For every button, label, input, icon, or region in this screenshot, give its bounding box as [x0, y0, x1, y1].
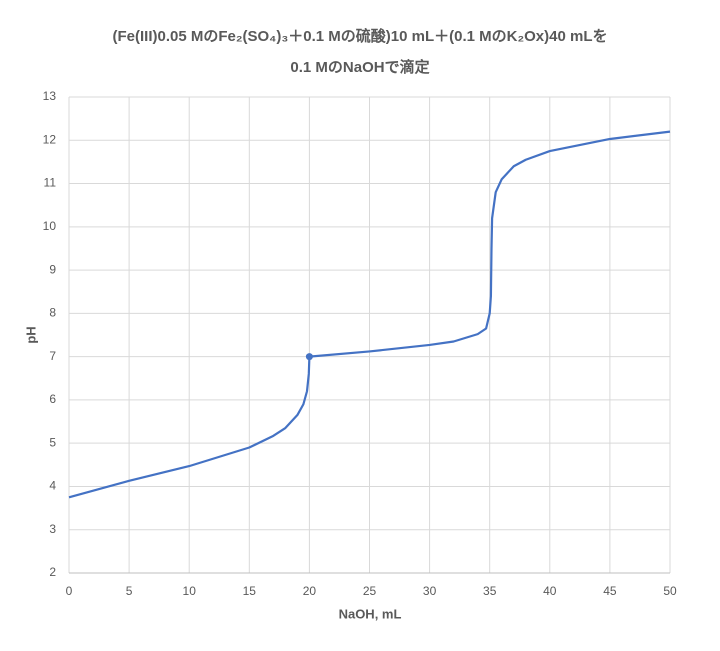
y-tick-label: 3 [49, 522, 56, 536]
y-tick-label: 13 [43, 89, 57, 103]
y-tick-label: 8 [49, 306, 56, 320]
x-tick-label: 50 [663, 584, 677, 598]
data-point [305, 353, 313, 361]
x-tick-label: 25 [363, 584, 377, 598]
x-tick-label: 10 [183, 584, 197, 598]
y-tick-label: 10 [43, 219, 57, 233]
x-axis-title: NaOH, mL [339, 606, 402, 621]
y-tick-label: 4 [49, 479, 56, 493]
x-tick-label: 5 [126, 584, 133, 598]
y-tick-label: 9 [49, 262, 56, 276]
y-axis-title: pH [23, 326, 38, 343]
x-tick-label: 15 [243, 584, 257, 598]
x-tick-label: 35 [483, 584, 497, 598]
y-tick-label: 6 [49, 392, 56, 406]
y-tick-label: 12 [43, 132, 57, 146]
y-tick-label: 7 [49, 349, 56, 363]
chart-title: 0.1 MのNaOHで滴定 [290, 58, 429, 76]
x-tick-label: 40 [543, 584, 557, 598]
y-tick-label: 5 [49, 435, 56, 449]
chart-title: (Fe(III)0.05 MのFe₂(SO₄)₃＋0.1 Mの硫酸)10 mL＋… [113, 27, 608, 45]
data-line [68, 130, 671, 499]
x-tick-label: 20 [303, 584, 317, 598]
x-tick-label: 0 [66, 584, 73, 598]
x-tick-label: 30 [423, 584, 437, 598]
x-tick-label: 45 [603, 584, 617, 598]
y-tick-label: 11 [44, 176, 57, 190]
y-tick-label: 2 [49, 565, 56, 579]
